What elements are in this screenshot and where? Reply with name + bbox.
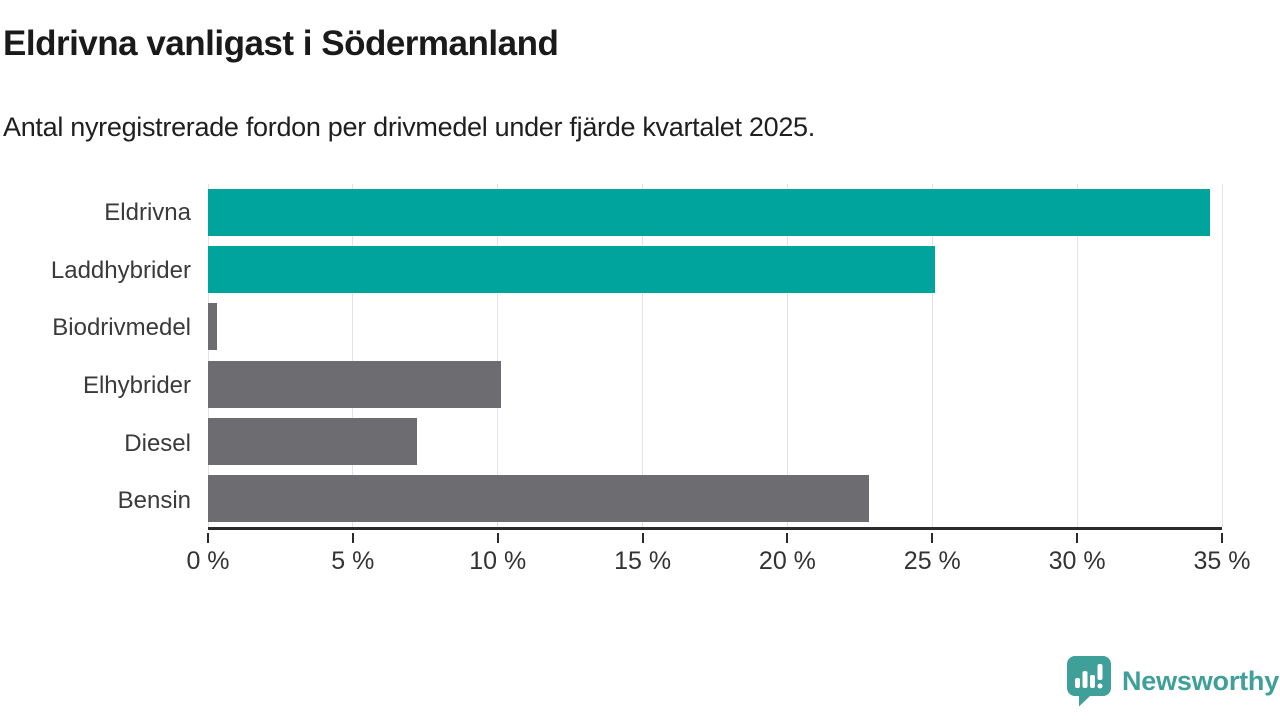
bar-row <box>208 298 1222 355</box>
bar-row <box>208 356 1222 413</box>
category-label: Biodrivmedel <box>52 314 191 342</box>
bar-row <box>208 241 1222 298</box>
gridline <box>1076 184 1078 527</box>
plot-area <box>207 184 1223 530</box>
gridline <box>931 184 933 527</box>
category-label: Elhybrider <box>82 371 191 399</box>
gridline <box>352 184 354 527</box>
gridline <box>1221 184 1223 527</box>
axis-tick <box>1221 533 1223 543</box>
category-label: Laddhybrider <box>50 256 191 284</box>
axis-tick-label: 25 % <box>903 547 961 575</box>
axis-tick <box>786 533 789 543</box>
axis-tick <box>931 533 934 543</box>
newsworthy-wordmark: Newsworthy <box>1122 665 1280 696</box>
axis-tick-label: 20 % <box>758 547 816 575</box>
axis-tick <box>207 533 209 543</box>
bar-row <box>208 413 1222 470</box>
x-axis-tick-labels: 0 % 5 % 10 % 15 % 20 % 25 % 30 % 35 % <box>186 547 1250 577</box>
bar-laddhybrider <box>208 246 936 294</box>
axis-tick <box>1076 533 1079 543</box>
gridline <box>642 184 644 527</box>
newsworthy-logo[interactable]: Newsworthy <box>1066 655 1279 707</box>
x-axis-tick-marks <box>207 533 1223 543</box>
category-label: Bensin <box>117 487 191 515</box>
bar-chart-speech-bubble-icon <box>1067 656 1111 707</box>
bar-row <box>208 470 1222 527</box>
bar-eldrivna <box>208 189 1211 237</box>
chart-title: Eldrivna vanligast i Södermanland <box>3 24 559 63</box>
axis-tick-label: 5 % <box>331 547 375 575</box>
bars <box>208 184 1222 527</box>
axis-tick-label: 10 % <box>469 547 527 575</box>
axis-tick-label: 15 % <box>614 547 672 575</box>
category-label: Diesel <box>124 429 191 457</box>
axis-tick-label: 30 % <box>1048 547 1106 575</box>
gridline <box>497 184 499 527</box>
axis-tick <box>641 533 644 543</box>
chart-subtitle: Antal nyregistrerade fordon per drivmede… <box>3 112 815 142</box>
gridline <box>207 184 209 527</box>
bar-biodrivmedel <box>208 303 217 351</box>
axis-tick <box>496 533 499 543</box>
axis-tick <box>351 533 354 543</box>
category-labels: Eldrivna Laddhybrider Biodrivmedel Elhybrid… <box>0 184 191 530</box>
bar-diesel <box>208 417 417 465</box>
bar-bensin <box>208 474 869 522</box>
axis-tick-label: 0 % <box>186 547 230 575</box>
gridline <box>786 184 788 527</box>
axis-tick-label: 35 % <box>1193 547 1251 575</box>
bar-elhybrider <box>208 360 501 408</box>
category-label: Eldrivna <box>104 198 191 226</box>
bar-row <box>208 184 1222 241</box>
